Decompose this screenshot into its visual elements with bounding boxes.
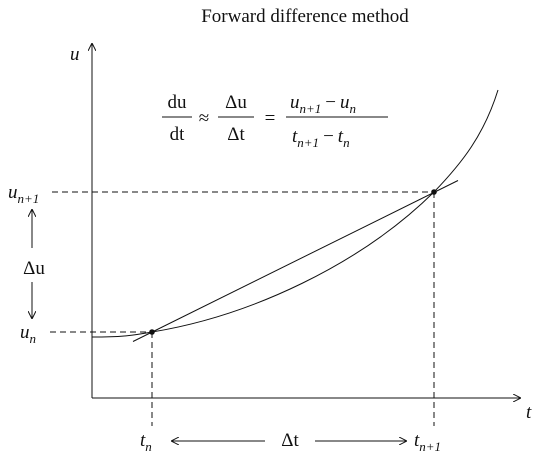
x-axis-label: t xyxy=(526,402,532,423)
formula-text: Δt xyxy=(227,124,245,145)
formula-text: Δu xyxy=(225,92,247,113)
u-now-label: un xyxy=(20,322,36,346)
formula-text: du xyxy=(168,92,188,113)
curve xyxy=(91,89,499,338)
title: Forward difference method xyxy=(201,6,409,27)
formula-text: un+1− un xyxy=(290,92,356,116)
formula-text: ≈ xyxy=(199,108,209,129)
formula: du dt ≈ Δu Δt = un+1− un tn+1− tn xyxy=(162,92,388,150)
formula-text: dt xyxy=(170,124,186,145)
formula-text: tn+1− tn xyxy=(292,126,350,150)
u-next-label: un+1 xyxy=(8,182,39,206)
delta-t-label: Δt xyxy=(281,430,299,451)
secant-line xyxy=(132,180,459,342)
delta-u-label: Δu xyxy=(23,258,45,279)
formula-text: = xyxy=(265,108,276,129)
t-now-label: tn xyxy=(140,430,152,454)
y-axis-label: u xyxy=(70,44,80,65)
t-next-label: tn+1 xyxy=(414,430,441,454)
